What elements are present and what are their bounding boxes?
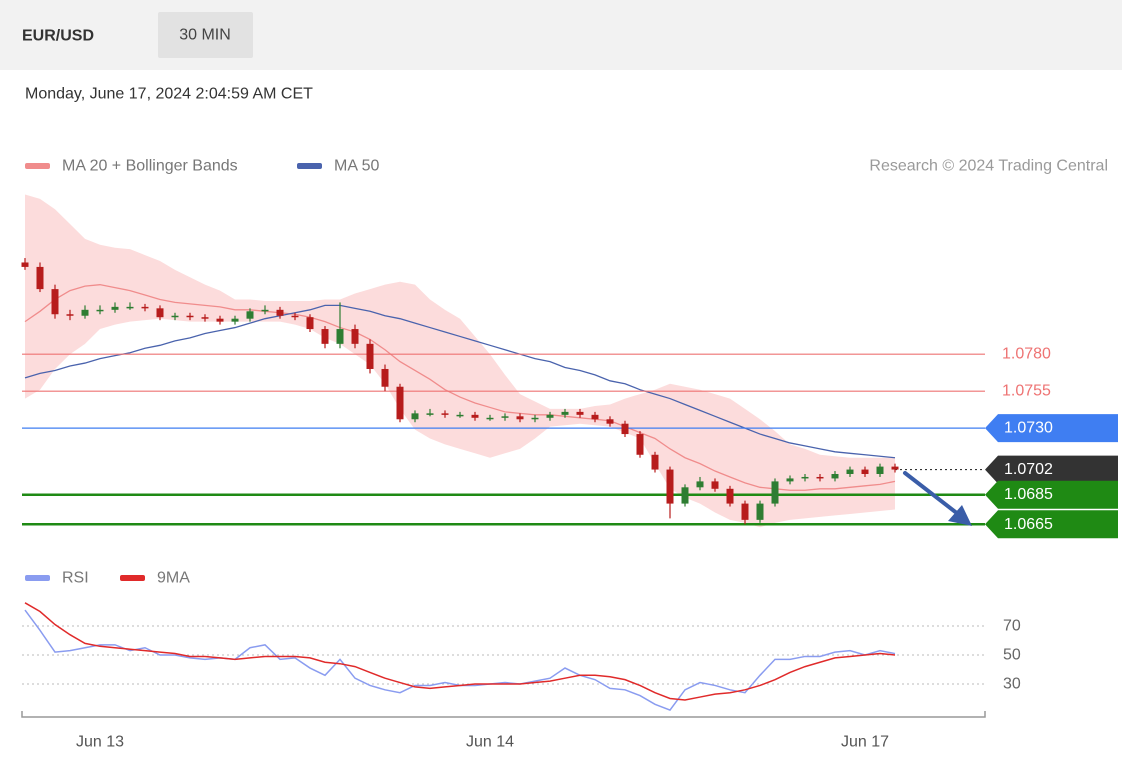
candle-body — [201, 317, 209, 319]
candle-body — [171, 315, 179, 318]
candle-body — [66, 314, 74, 316]
y-tick-label: 70 — [1003, 618, 1021, 635]
candle-body — [606, 419, 614, 424]
legend-swatch — [297, 163, 322, 169]
legend-swatch — [25, 163, 50, 169]
level-tag — [985, 480, 1118, 509]
level-tag — [985, 455, 1118, 484]
candle-body — [576, 411, 584, 415]
candle-body — [261, 309, 269, 312]
forecast-arrowhead — [948, 505, 972, 526]
candle-body — [111, 306, 119, 310]
candle-body — [486, 417, 494, 420]
rsi-line — [24, 609, 896, 712]
level-label: 1.0685 — [1004, 486, 1053, 503]
candle-body — [891, 466, 899, 470]
level-tag — [985, 510, 1118, 539]
candle-body — [396, 386, 404, 420]
candle-body — [186, 315, 194, 318]
candle-body — [441, 413, 449, 415]
candle-body — [816, 476, 824, 479]
interval-button[interactable] — [158, 12, 253, 58]
x-tick-label: Jun 14 — [466, 734, 514, 751]
candle-body — [501, 416, 509, 418]
candle-body — [861, 469, 869, 474]
level-label: 1.0665 — [1004, 516, 1053, 533]
candle-body — [366, 343, 374, 369]
source: Research © 2024 Trading Central — [869, 158, 1108, 175]
level-label: 1.0702 — [1004, 461, 1053, 478]
legend-label: RSI — [62, 570, 89, 587]
candle-body — [801, 476, 809, 479]
level-label: 1.0780 — [1002, 346, 1051, 363]
x-axis — [21, 711, 986, 718]
ma-line — [24, 284, 896, 491]
x-tick-label: Jun 13 — [76, 734, 124, 751]
candle-body — [831, 474, 839, 479]
level-label: 1.0755 — [1002, 383, 1051, 400]
candle-body — [426, 413, 434, 415]
candle-body — [666, 469, 674, 504]
level-tag — [985, 414, 1118, 443]
candle-body — [246, 311, 254, 319]
candle-body — [51, 289, 59, 315]
candle-body — [156, 308, 164, 318]
y-tick-label: 50 — [1003, 647, 1021, 664]
forecast-arrow — [903, 471, 960, 516]
candle-body — [531, 417, 539, 420]
candle-body — [36, 266, 44, 290]
x-tick-label: Jun 17 — [841, 734, 889, 751]
level-label: 1.0730 — [1004, 420, 1053, 437]
rsi-line — [24, 602, 896, 701]
candle-body — [651, 454, 659, 470]
candle-body — [711, 481, 719, 489]
candle-body — [291, 315, 299, 318]
candle-body — [381, 368, 389, 387]
legend-swatch — [120, 575, 145, 581]
candle-body — [471, 414, 479, 418]
candle-body — [411, 413, 419, 420]
candle-body — [216, 318, 224, 322]
candle-body — [336, 329, 344, 344]
candle-body — [621, 423, 629, 435]
ma-line — [24, 304, 896, 459]
candle-body — [231, 318, 239, 322]
candle-body — [456, 414, 464, 417]
candle-body — [306, 317, 314, 330]
y-tick-label: 30 — [1003, 676, 1021, 693]
candle-body — [771, 481, 779, 504]
candle-body — [276, 309, 284, 316]
candle-body — [21, 262, 29, 267]
candle-body — [756, 503, 764, 520]
candle-body — [351, 329, 359, 344]
interval-label[interactable]: 30 MIN — [179, 27, 231, 44]
legend-label: MA 20 + Bollinger Bands — [62, 158, 238, 175]
candle-body — [126, 306, 134, 309]
candle-body — [846, 469, 854, 474]
candle-body — [516, 416, 524, 420]
symbol: EUR/USD — [22, 28, 94, 45]
bollinger-band — [25, 194, 895, 528]
candle-body — [786, 478, 794, 482]
candle-body — [696, 481, 704, 488]
legend-swatch — [25, 575, 50, 581]
candle-body — [591, 414, 599, 420]
timestamp: Monday, June 17, 2024 2:04:59 AM CET — [25, 86, 313, 103]
candle-body — [141, 306, 149, 309]
candle-body — [546, 414, 554, 418]
candle-body — [726, 488, 734, 504]
legend-label: 9MA — [157, 570, 190, 587]
candle-body — [81, 309, 89, 316]
candle-body — [321, 329, 329, 344]
plot-layer: MA 20 + Bollinger Bands MA 50 1.0780 1.0755… — [21, 158, 1118, 751]
candle-body — [561, 411, 569, 415]
candle-body — [876, 466, 884, 474]
candle-body — [636, 434, 644, 455]
candle-body — [681, 487, 689, 504]
candle-body — [741, 503, 749, 520]
legend-label: MA 50 — [334, 158, 379, 175]
candle-body — [96, 309, 104, 312]
